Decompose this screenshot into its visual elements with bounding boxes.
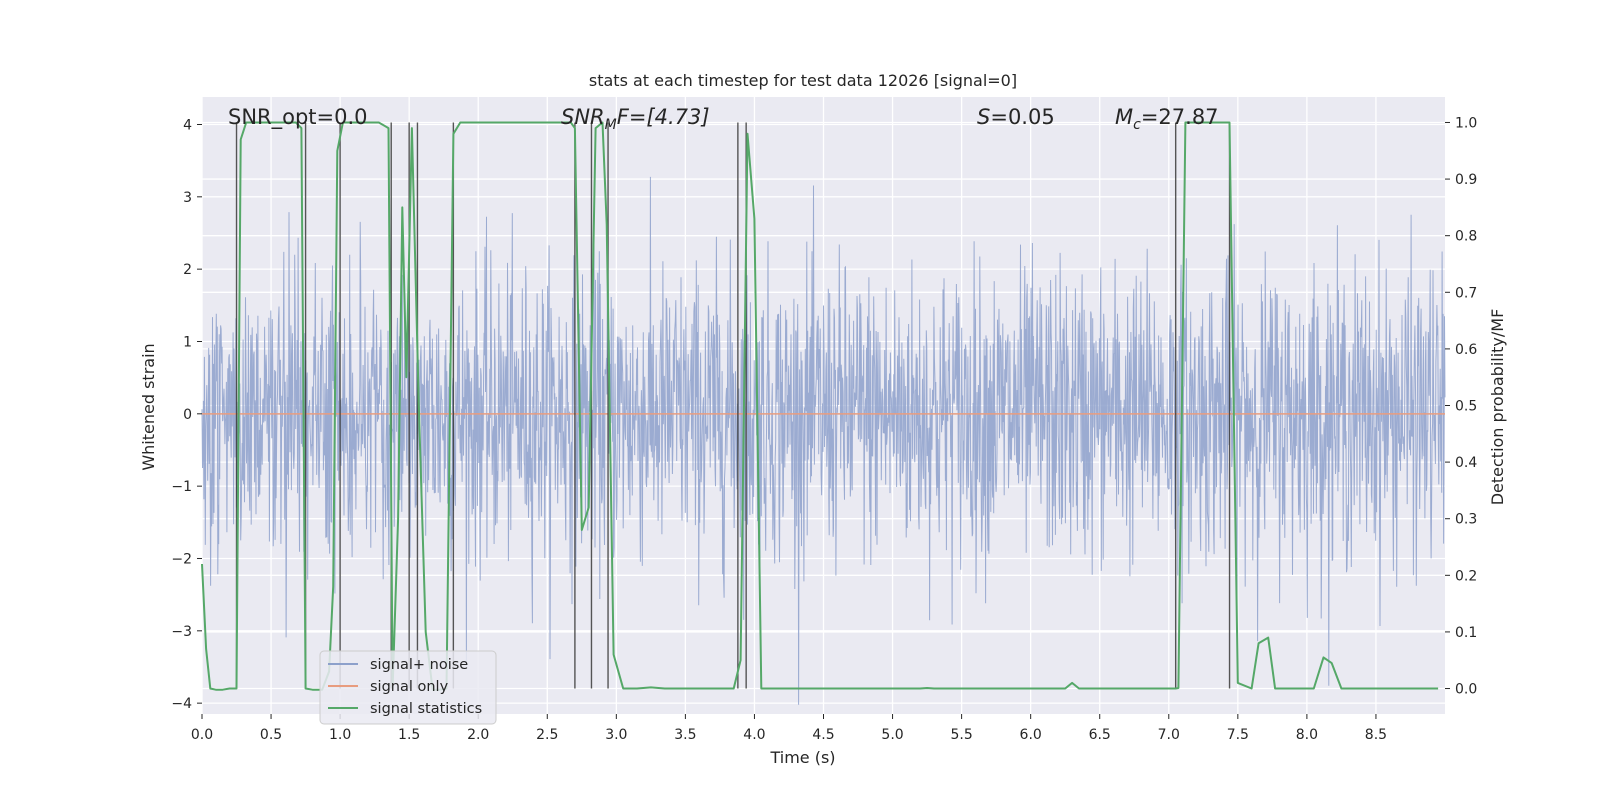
x-axis-label: Time (s) — [769, 748, 835, 767]
x-tick-label: 6.0 — [1020, 727, 1042, 743]
y2-tick-label: 0.5 — [1455, 399, 1477, 415]
x-tick-label: 1.0 — [329, 727, 351, 743]
annotation-mc: Mc=27.87 — [1115, 105, 1219, 133]
annotation-mc-var: M — [1115, 105, 1133, 129]
y2-tick-label: 0.8 — [1455, 229, 1477, 245]
annotation-mc-val: =27.87 — [1141, 105, 1219, 129]
annotation-snr-mf-sub: M — [605, 117, 617, 133]
x-axis-ticks: 0.0 0.5 1.0 1.5 2.0 2.5 3.0 3.5 4.0 4.5 5.0 5.5 6.0 6… — [191, 714, 1387, 743]
y2-tick-label: 0.4 — [1455, 455, 1477, 471]
y2-tick-label: 0.1 — [1455, 625, 1477, 641]
y-tick-label: −1 — [171, 479, 192, 495]
signal-statistics-series — [201, 121, 1439, 691]
y-tick-label: 3 — [183, 190, 192, 206]
y-tick-label: 1 — [183, 334, 192, 350]
x-tick-label: 0.0 — [191, 727, 213, 743]
y2-tick-label: 0.0 — [1455, 682, 1477, 698]
y2-tick-label: 0.7 — [1455, 285, 1477, 301]
x-tick-label: 8.0 — [1296, 727, 1318, 743]
y2-tick-label: 0.6 — [1455, 342, 1477, 358]
left-axis-ticks: −4 −3 −2 −1 0 1 2 3 4 — [171, 117, 202, 712]
x-tick-label: 6.5 — [1089, 727, 1111, 743]
annotation-mc-sub: c — [1133, 117, 1141, 133]
annotation-s-val: =0.05 — [990, 105, 1054, 129]
y-tick-label: −2 — [171, 551, 192, 567]
right-axis-ticks: 0.0 0.1 0.2 0.3 0.4 0.5 0.6 0.7 0.8 0.9 1.0 — [1445, 115, 1477, 698]
x-tick-label: 4.0 — [743, 727, 765, 743]
x-tick-label: 3.5 — [674, 727, 696, 743]
legend-label-signal-noise: signal+ noise — [370, 657, 468, 673]
annotation-snr-mf-rest: F=[4.73] — [617, 105, 710, 129]
x-tick-label: 2.5 — [536, 727, 558, 743]
x-tick-label: 8.5 — [1365, 727, 1387, 743]
y-tick-label: 4 — [183, 117, 192, 133]
annotation-snr-mf-base: SNR — [561, 105, 605, 129]
y2-tick-label: 0.2 — [1455, 568, 1477, 584]
x-tick-label: 3.0 — [605, 727, 627, 743]
y-tick-label: 0 — [183, 407, 192, 423]
chart-title: stats at each timestep for test data 120… — [589, 71, 1017, 90]
y2-tick-label: 0.9 — [1455, 172, 1477, 188]
x-tick-label: 5.0 — [881, 727, 903, 743]
legend-box — [319, 650, 497, 725]
y2-axis-label: Detection probability/MF — [1488, 309, 1507, 506]
legend-label-signal-statistics: signal statistics — [370, 701, 482, 717]
y-axis-label: Whitened strain — [139, 343, 158, 470]
y-tick-label: −4 — [171, 696, 192, 712]
x-tick-label: 1.5 — [398, 727, 420, 743]
signal-statistics-line — [201, 121, 1439, 691]
annotation-snr-mf: SNRMF=[4.73] — [561, 105, 710, 133]
x-tick-label: 7.0 — [1158, 727, 1180, 743]
annotation-s-var: S — [977, 105, 990, 129]
x-tick-label: 5.5 — [950, 727, 972, 743]
annotation-s: S=0.05 — [977, 105, 1055, 129]
y-tick-label: 2 — [183, 262, 192, 278]
x-tick-label: 0.5 — [260, 727, 282, 743]
legend: signal+ noise signal only signal statist… — [319, 650, 497, 725]
legend-label-signal-only: signal only — [370, 679, 449, 695]
x-tick-label: 2.0 — [467, 727, 489, 743]
y2-tick-label: 1.0 — [1455, 115, 1477, 131]
y2-tick-label: 0.3 — [1455, 512, 1477, 528]
x-tick-label: 7.5 — [1227, 727, 1249, 743]
y-tick-label: −3 — [171, 624, 192, 640]
annotation-snr-opt: SNR_opt=0.0 — [228, 105, 368, 130]
x-tick-label: 4.5 — [812, 727, 834, 743]
